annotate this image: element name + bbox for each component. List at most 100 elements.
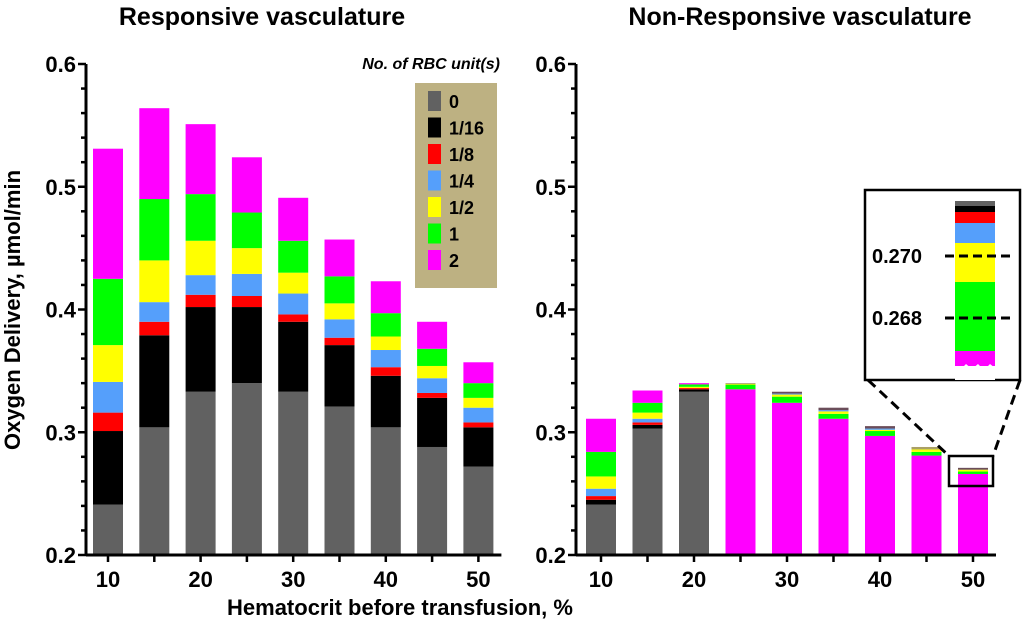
legend-swatch — [428, 144, 441, 164]
right-x-tick-label: 40 — [868, 567, 892, 592]
left-bar-segment — [231, 383, 262, 555]
right-bar-segment — [911, 451, 942, 456]
legend-label: 1 — [449, 225, 459, 245]
right-bar-segment — [586, 496, 616, 500]
left-bar-segment — [278, 272, 309, 294]
left-bar-segment — [324, 406, 355, 555]
left-chart-title: Responsive vasculature — [119, 3, 405, 31]
left-bar-segment — [139, 321, 170, 336]
right-bar-segment — [679, 391, 709, 555]
right-bar-segment — [865, 429, 895, 432]
left-y-tick-label: 0.4 — [45, 298, 76, 323]
left-x-tick-label: 50 — [466, 567, 490, 592]
legend-label: 1/8 — [449, 145, 474, 165]
right-bar-segment — [958, 469, 988, 472]
right-bar-segment — [865, 431, 895, 436]
left-bar-segment — [185, 194, 216, 241]
inset-bar-segment — [955, 212, 995, 223]
right-bar-segment — [818, 410, 849, 412]
left-bar-segment — [370, 336, 401, 351]
right-bar-segment — [911, 449, 942, 452]
left-plot: 0.20.30.40.50.610 20 30 40 50 — [45, 52, 502, 592]
left-bar-segment — [93, 345, 123, 382]
left-bar-segment — [463, 407, 494, 423]
left-bar-segment — [139, 302, 170, 322]
left-bar-segment — [417, 378, 448, 393]
right-plot: 0.2 0.3 0.4 0.5 0.6 10 20 30 40 50 — [535, 52, 996, 592]
left-x-tick-label: 20 — [188, 567, 212, 592]
right-bar-segment — [725, 383, 756, 385]
right-bar-segment — [679, 386, 709, 389]
left-bar-segment — [185, 124, 216, 195]
right-bar-segment — [772, 391, 802, 394]
legend-swatch — [428, 117, 441, 138]
legend-label: 1/4 — [449, 172, 474, 192]
left-bar-segment — [463, 383, 494, 398]
legend-label: 1/16 — [449, 119, 484, 139]
right-bar-segment — [958, 467, 988, 470]
left-bar-segment — [417, 392, 448, 398]
left-bar-segment — [139, 335, 170, 428]
left-bar-segment — [417, 397, 448, 447]
right-bar-segment — [632, 418, 663, 423]
right-bar-segment — [632, 402, 663, 413]
right-x-tick-label: 50 — [961, 567, 985, 592]
left-bar-segment — [278, 293, 309, 315]
left-bar-segment — [324, 337, 355, 346]
inset-bar-segment — [955, 206, 995, 212]
y-axis-label: Oxygen Delivery, µmol/min — [0, 170, 25, 450]
left-y-tick-label: 0.5 — [45, 175, 76, 200]
legend-swatch — [428, 197, 441, 217]
legend-title: No. of RBC unit(s) — [362, 56, 500, 73]
left-bar-segment — [93, 431, 123, 505]
left-bar-segment — [185, 294, 216, 308]
left-bar-segment — [93, 278, 123, 346]
right-bar-segment — [679, 383, 709, 385]
right-y-tick-label: 0.4 — [535, 298, 566, 323]
left-bar-segment — [324, 345, 355, 407]
left-bar-segment — [324, 303, 355, 320]
left-x-tick-label: 40 — [374, 567, 398, 592]
left-bar-segment — [370, 427, 401, 555]
right-bar-segment — [586, 499, 616, 505]
legend: 0 1/16 1/8 1/4 1/2 1 2 — [415, 83, 497, 288]
right-y-tick-label: 0.2 — [535, 543, 566, 568]
legend-swatch — [428, 223, 441, 244]
right-bar-segment — [865, 435, 895, 555]
left-bar-segment — [231, 212, 262, 249]
legend-swatch — [428, 250, 441, 270]
left-bar-segment — [278, 321, 309, 392]
legend-label: 1/2 — [449, 198, 474, 218]
left-bar-segment — [93, 412, 123, 432]
left-bar-segment — [278, 391, 309, 555]
right-bar-segment — [772, 402, 802, 555]
right-bar-segment — [772, 393, 802, 395]
right-x-tick-label: 10 — [589, 567, 613, 592]
right-bar-segment — [586, 451, 616, 477]
right-bar-segment — [865, 426, 895, 429]
right-bar-segment — [818, 418, 849, 555]
legend-label: 0 — [449, 92, 459, 112]
left-bar-segment — [93, 504, 123, 555]
left-bar-segment — [278, 197, 309, 241]
right-bar-segment — [679, 389, 709, 392]
left-bar-segment — [463, 362, 494, 384]
left-bar-segment — [417, 365, 448, 379]
left-bar-segment — [463, 397, 494, 408]
right-bar-segment — [865, 428, 895, 430]
left-x-tick-label: 10 — [96, 567, 120, 592]
right-bar-segment — [632, 422, 663, 425]
right-bar-segment — [818, 407, 849, 411]
left-bar-segment — [93, 381, 123, 413]
inset-bar-segment — [955, 201, 995, 206]
left-bar-segment — [231, 273, 262, 296]
left-bar-segment — [370, 375, 401, 428]
inset-bar-segment — [955, 351, 995, 366]
left-bar-segment — [139, 427, 170, 555]
left-bar-segment — [278, 314, 309, 322]
left-bar-segment — [370, 313, 401, 337]
right-bar-segment — [586, 476, 616, 489]
right-bar-segment — [679, 384, 709, 387]
right-y-tick-label: 0.6 — [535, 52, 566, 77]
left-bar-segment — [231, 295, 262, 308]
